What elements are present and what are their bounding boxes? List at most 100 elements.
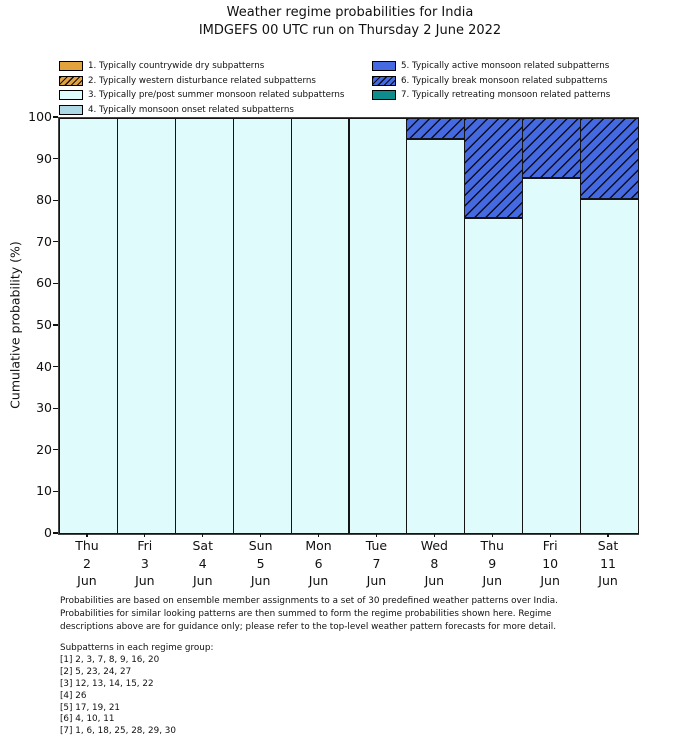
bar-segment-regime-6 [406, 118, 466, 139]
x-tick-label-line: Jun [308, 573, 329, 588]
x-tick-label-line: 2 [82, 555, 91, 571]
legend-label: 7. Typically retreating monsoon related … [401, 90, 611, 100]
x-tick-label-line: Fri [137, 538, 153, 553]
subpattern-group: [5] 17, 19, 21 [60, 702, 121, 713]
subpattern-group: [3] 12, 13, 14, 15, 22 [60, 678, 154, 689]
y-tick-label: 30 [36, 400, 52, 416]
x-tick-label-line: 7 [372, 555, 381, 571]
legend-item: 6. Typically break monsoon related subpa… [372, 75, 607, 87]
x-tick-label-line: Jun [366, 573, 387, 588]
legend-item: 4. Typically monsoon onset related subpa… [59, 104, 294, 116]
bar-segment-regime-6 [580, 118, 639, 200]
y-tick [53, 282, 58, 285]
y-tick-label: 40 [36, 358, 52, 374]
legend-item: 1. Typically countrywide dry subpatterns [59, 60, 264, 72]
footnote-line: Probabilities for similar looking patter… [60, 609, 552, 619]
legend-swatch [59, 90, 83, 100]
x-tick-label-line: 4 [198, 555, 207, 571]
bar-segment-regime-3 [59, 118, 118, 534]
legend-swatch [59, 75, 83, 86]
footnote: Probabilities are based on ensemble memb… [60, 595, 558, 634]
bar-segment-regime-6 [522, 118, 582, 179]
footnote-line: descriptions above are for guidance only… [60, 622, 557, 632]
x-tick-label: Fri 10 Jun [520, 537, 580, 590]
legend-item: 7. Typically retreating monsoon related … [372, 89, 610, 101]
x-tick-label-line: Jun [540, 573, 560, 588]
x-tick-label-line: Jun [77, 573, 97, 588]
y-tick [53, 157, 58, 160]
x-tick-label: Wed 8 Jun [404, 537, 464, 590]
legend-label: 4. Typically monsoon onset related subpa… [88, 104, 294, 115]
legend-item: 3. Typically pre/post summer monsoon rel… [59, 89, 344, 101]
y-tick-label: 10 [36, 483, 52, 499]
x-tick [144, 533, 146, 537]
x-tick-label-line: 5 [256, 555, 265, 571]
y-tick [53, 490, 58, 493]
x-tick-label-line: 9 [488, 555, 497, 571]
legend-label: 5. Typically active monsoon related subp… [401, 61, 610, 71]
x-tick-label-line: Mon [305, 538, 332, 553]
x-tick-label-line: Jun [424, 573, 445, 588]
footnote-line: Probabilities are based on ensemble memb… [60, 596, 558, 606]
chart-title-line2: IMDGEFS 00 UTC run on Thursday 2 June 20… [198, 22, 502, 38]
subpattern-group: [4] 26 [60, 690, 87, 701]
x-tick-label-line: 10 [542, 555, 559, 571]
x-tick [317, 533, 320, 537]
y-tick-label: 80 [36, 192, 52, 208]
y-tick-label: 50 [36, 317, 52, 332]
x-tick [433, 533, 435, 537]
x-tick-label-line: Wed [420, 538, 448, 553]
x-tick-label-line: Jun [482, 573, 503, 588]
bar-segment-regime-6 [464, 118, 524, 218]
y-tick [53, 324, 58, 326]
legend-swatch [59, 104, 83, 115]
bar-segment-regime-3 [580, 199, 639, 534]
legend-swatch [372, 90, 396, 100]
x-tick-label-line: Sat [597, 538, 619, 553]
x-tick-label: Sun 5 Jun [231, 537, 291, 590]
subpatterns-list: [1] 2, 3, 7, 8, 9, 16, 20 [2] 5, 23, 24, … [60, 655, 213, 738]
subpatterns-section: Subpatterns in each regime group: [1] 2,… [60, 643, 213, 738]
legend-swatch [372, 75, 396, 86]
x-tick-label-line: Sun [248, 538, 273, 553]
y-tick [53, 407, 58, 409]
y-tick-label: 100 [28, 109, 52, 124]
legend-item: 2. Typically western disturbance related… [59, 75, 316, 87]
y-tick-label: 70 [36, 233, 52, 249]
x-tick [86, 533, 88, 537]
chart-title-line1: Weather regime probabilities for India [226, 5, 474, 20]
subpattern-group: [1] 2, 3, 7, 8, 9, 16, 20 [60, 654, 160, 665]
y-tick [53, 199, 58, 201]
x-tick [260, 533, 262, 537]
x-tick-label-line: Thu [480, 538, 504, 553]
legend-swatch [59, 61, 83, 71]
x-tick-label-line: Jun [598, 573, 618, 588]
x-tick-label-line: Sat [192, 538, 214, 553]
plot-area [58, 117, 639, 535]
y-tick-label: 90 [36, 150, 52, 166]
subpattern-group: [6] 4, 10, 11 [60, 714, 115, 725]
bar-segment-regime-3 [522, 178, 582, 534]
x-tick [375, 533, 378, 537]
bar-segment-regime-3 [464, 217, 524, 534]
legend-label: 1. Typically countrywide dry subpatterns [88, 61, 265, 71]
bar-segment-regime-3 [348, 118, 408, 534]
legend-label: 6. Typically break monsoon related subpa… [401, 75, 608, 86]
subpattern-group: [2] 5, 23, 24, 27 [60, 666, 132, 677]
x-tick-label: Mon 6 Jun [289, 537, 349, 590]
legend-swatch [372, 61, 396, 71]
y-tick [53, 365, 58, 368]
x-tick [549, 533, 551, 537]
x-tick-label-line: Tue [365, 538, 388, 553]
legend-item: 5. Typically active monsoon related subp… [372, 60, 609, 72]
y-tick [53, 116, 58, 118]
legend-label: 2. Typically western disturbance related… [88, 75, 316, 86]
x-tick-label-line: 3 [140, 555, 149, 571]
legend-label: 3. Typically pre/post summer monsoon rel… [88, 90, 345, 100]
bar-segment-regime-3 [290, 118, 350, 534]
x-tick-label-line: Thu [75, 538, 99, 553]
x-tick-label-line: Jun [192, 573, 213, 588]
x-tick-label: Thu 2 Jun [57, 537, 117, 590]
x-tick [607, 533, 609, 537]
